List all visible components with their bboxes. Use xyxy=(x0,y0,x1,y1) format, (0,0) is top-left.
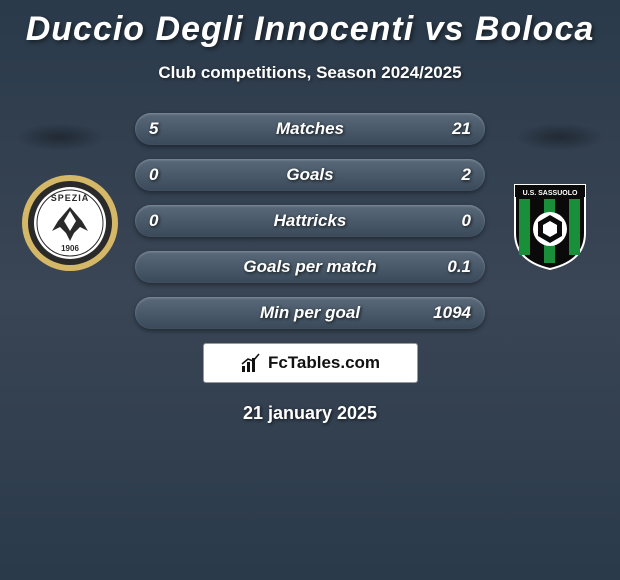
comparison-panel: SPEZIA 1906 U.S. SASSUOLO 5 Matches 21 0 xyxy=(0,113,620,424)
svg-text:U.S. SASSUOLO: U.S. SASSUOLO xyxy=(523,190,578,197)
sassuolo-crest-icon: U.S. SASSUOLO xyxy=(500,173,600,273)
stat-left-value: 5 xyxy=(149,119,189,139)
stat-label: Goals xyxy=(189,165,431,185)
source-badge: FcTables.com xyxy=(203,343,418,383)
shadow-right xyxy=(515,123,605,151)
stat-label: Goals per match xyxy=(189,257,431,277)
stat-row: 0 Goals 2 xyxy=(135,159,485,191)
stat-row: 0 Hattricks 0 xyxy=(135,205,485,237)
stat-label: Matches xyxy=(189,119,431,139)
team-badge-left: SPEZIA 1906 xyxy=(20,173,120,273)
spezia-crest-icon: SPEZIA 1906 xyxy=(20,173,120,273)
stat-right-value: 0 xyxy=(431,211,471,231)
source-label: FcTables.com xyxy=(268,353,380,373)
svg-text:1906: 1906 xyxy=(61,244,79,253)
stat-left-value: 0 xyxy=(149,165,189,185)
svg-text:SPEZIA: SPEZIA xyxy=(51,193,90,203)
chart-icon xyxy=(240,352,262,374)
stat-label: Hattricks xyxy=(189,211,431,231)
team-badge-right: U.S. SASSUOLO xyxy=(500,173,600,273)
stat-row: Min per goal 1094 xyxy=(135,297,485,329)
page-title: Duccio Degli Innocenti vs Boloca xyxy=(0,0,620,49)
stat-label: Min per goal xyxy=(189,303,431,323)
stat-right-value: 1094 xyxy=(431,303,471,323)
stats-list: 5 Matches 21 0 Goals 2 0 Hattricks 0 Goa… xyxy=(135,113,485,329)
stat-right-value: 0.1 xyxy=(431,257,471,277)
page-subtitle: Club competitions, Season 2024/2025 xyxy=(0,63,620,83)
stat-row: Goals per match 0.1 xyxy=(135,251,485,283)
stat-right-value: 2 xyxy=(431,165,471,185)
date-label: 21 january 2025 xyxy=(0,403,620,424)
stat-left-value: 0 xyxy=(149,211,189,231)
stat-row: 5 Matches 21 xyxy=(135,113,485,145)
shadow-left xyxy=(15,123,105,151)
stat-right-value: 21 xyxy=(431,119,471,139)
